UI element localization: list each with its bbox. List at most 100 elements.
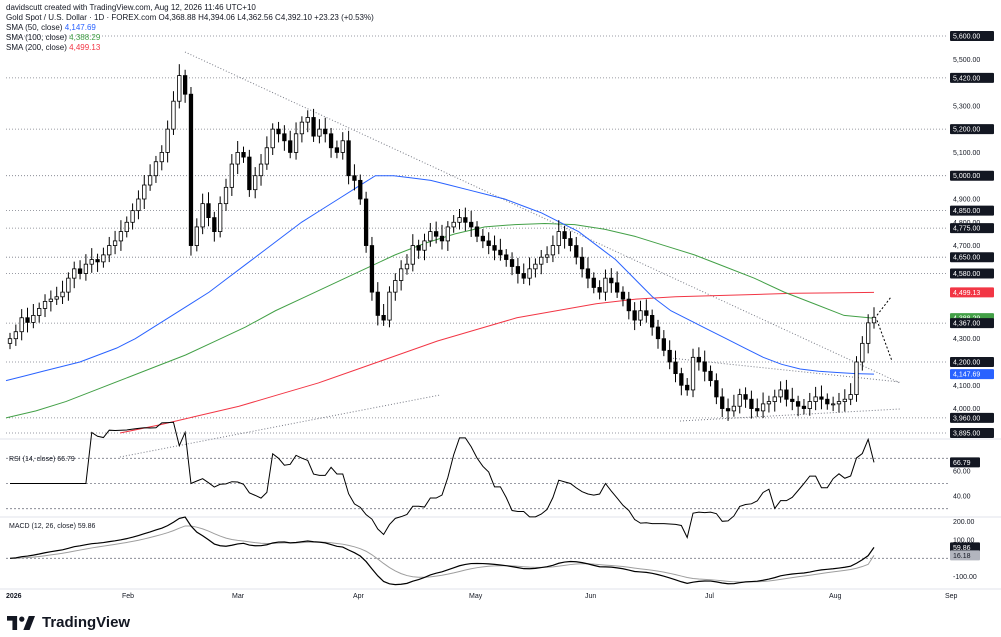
candle-body	[480, 235, 486, 242]
candle-body	[188, 93, 194, 246]
candle-body	[550, 245, 556, 256]
price-tag-label: 4,775.00	[953, 226, 980, 233]
candle-body	[118, 231, 124, 242]
time-axis-label: Sep	[945, 593, 958, 600]
price-tag-label: 3,960.00	[953, 415, 980, 422]
candle-body	[89, 259, 94, 265]
candle-body	[860, 342, 865, 363]
price-tag-label: 4,850.00	[953, 208, 980, 215]
sma100-value: 4,388.29	[69, 33, 101, 42]
candle-body	[182, 75, 188, 95]
candle-body	[346, 140, 351, 177]
price-tag-label: 4,650.00	[953, 255, 980, 262]
candle-body	[352, 175, 357, 181]
candle-body	[609, 277, 614, 284]
candle-body	[404, 263, 410, 270]
candle-body	[451, 221, 456, 228]
candle-body	[667, 349, 672, 363]
time-axis-label: Aug	[829, 593, 842, 600]
candle-body	[819, 396, 824, 400]
macd-line	[9, 516, 875, 586]
candle-body	[42, 301, 48, 309]
candle-body	[743, 394, 748, 400]
candle-body	[544, 254, 550, 258]
macd-tag-label: 59.86	[953, 545, 971, 552]
candle-body	[474, 226, 480, 237]
price-axis-label: 5,300.00	[953, 103, 980, 110]
candle-body	[760, 403, 766, 412]
candle-body	[696, 356, 702, 363]
candle-body	[457, 217, 462, 223]
candle-body	[807, 401, 812, 409]
candle-body	[276, 128, 281, 135]
candle-body	[562, 231, 567, 239]
tradingview-logo-icon	[7, 615, 35, 630]
candle-body	[387, 291, 392, 321]
candle-body	[498, 249, 503, 256]
price-tag-label: 5,600.00	[953, 34, 980, 41]
candle-body	[229, 163, 234, 188]
brand-footer[interactable]: TradingView	[6, 614, 130, 631]
candle-body	[177, 75, 182, 102]
candle-body	[66, 277, 71, 293]
price-tag	[950, 287, 994, 298]
price-tag	[950, 223, 994, 234]
candle-body	[258, 163, 264, 177]
candle-body	[218, 203, 223, 232]
candle-body	[842, 398, 847, 402]
candle-body	[7, 338, 13, 344]
candle-body	[293, 133, 299, 153]
macd-legend: MACD (12, 26, close) 59.86	[9, 523, 95, 530]
candle-body	[469, 221, 474, 228]
sma100-line	[5, 222, 875, 419]
time-axis-label: Feb	[122, 593, 134, 600]
range-resistance-line	[669, 357, 901, 383]
brand-name: TradingView	[42, 614, 131, 631]
candle-body	[866, 322, 871, 344]
price-axis-label: 4,100.00	[953, 383, 980, 390]
candle-body	[848, 394, 853, 400]
candle-body	[725, 408, 731, 412]
price-tag-label: 4,580.00	[953, 271, 980, 278]
candle-body	[375, 291, 380, 316]
rsi-legend: RSI (14, close) 66.79	[9, 456, 75, 463]
candle-body	[369, 245, 375, 293]
candle-body	[620, 291, 626, 300]
bullish-scenario-arrow	[876, 296, 892, 316]
instrument-line: Gold Spot / U.S. Dollar · 1D · FOREX.com…	[6, 13, 374, 23]
candle-body	[398, 268, 404, 281]
candle-body	[235, 152, 240, 165]
sma50-value: 4,147.69	[64, 23, 96, 32]
candle-body	[685, 384, 690, 391]
candle-body	[334, 147, 340, 153]
sma100-legend: SMA (100, close) 4,388.29	[6, 33, 374, 43]
price-tag-label: 5,000.00	[953, 173, 980, 180]
price-tag	[950, 170, 994, 181]
ohlc-values: O4,368.88 H4,394.06 L4,362.56 C4,392.10 …	[158, 13, 374, 22]
candle-body	[241, 152, 246, 158]
price-axis-label: 4,900.00	[953, 196, 980, 203]
candle-body	[439, 235, 445, 242]
price-axis-label: 4,000.00	[953, 406, 980, 413]
candle-body	[393, 280, 398, 293]
rsi-line	[10, 421, 875, 539]
candle-body	[836, 401, 842, 405]
candle-body	[206, 203, 211, 219]
sma200-value: 4,499.13	[69, 43, 101, 52]
candle-body	[247, 156, 252, 191]
candle-body	[428, 231, 433, 242]
time-axis-label: Jun	[585, 593, 596, 600]
candle-body	[731, 405, 737, 412]
candle-body	[95, 259, 100, 263]
candle-body	[632, 310, 637, 321]
candle-body	[264, 147, 270, 165]
candle-body	[194, 226, 199, 246]
candle-body	[521, 273, 526, 279]
candle-body	[661, 338, 666, 351]
candle-body	[340, 140, 345, 153]
candle-body	[568, 238, 573, 246]
candle-body	[48, 298, 54, 302]
candle-body	[871, 316, 877, 324]
candle-body	[509, 259, 515, 267]
candle-body	[533, 263, 538, 270]
